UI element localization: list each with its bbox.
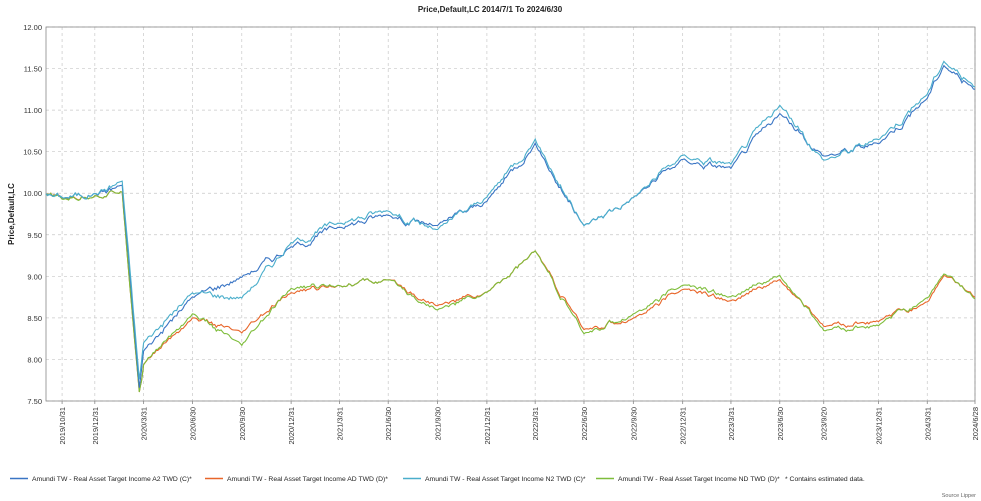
x-tick-label: 2020/3/31 <box>140 407 149 440</box>
x-tick-label: 2020/12/31 <box>287 407 296 445</box>
x-tick-label: 2021/3/31 <box>335 407 344 440</box>
x-tick-label: 2019/12/31 <box>91 407 100 445</box>
x-tick-label: 2023/9/20 <box>820 407 829 440</box>
legend-entry: Amundi TW - Real Asset Target Income N2 … <box>425 476 586 483</box>
y-tick-label: 8.50 <box>27 314 42 323</box>
y-tick-label: 10.50 <box>23 148 42 157</box>
y-axis-label: Price,Default,LC <box>7 183 16 245</box>
estimated-data-note: * Contains estimated data. <box>785 476 865 483</box>
y-tick-label: 12.00 <box>23 23 42 32</box>
series-line-1 <box>45 189 976 393</box>
legend-entry: Amundi TW - Real Asset Target Income A2 … <box>32 476 192 483</box>
x-tick-label: 2020/6/30 <box>188 407 197 440</box>
y-tick-label: 11.00 <box>24 106 42 115</box>
chart-title: Price,Default,LC 2014/7/1 To 2024/6/30 <box>418 5 563 14</box>
x-tick-label: 2021/12/31 <box>483 407 492 445</box>
x-tick-label: 2023/3/31 <box>727 407 736 440</box>
x-tick-label: 2019/10/31 <box>58 407 67 445</box>
legend: Amundi TW - Real Asset Target Income A2 … <box>10 476 780 483</box>
y-tick-label: 7.50 <box>27 397 42 406</box>
series-line-0 <box>45 64 976 388</box>
y-tick-label: 11.50 <box>24 65 42 74</box>
x-tick-label: 2023/12/31 <box>874 407 883 445</box>
x-tick-label: 2021/9/30 <box>434 407 443 440</box>
x-tick-label: 2021/6/30 <box>384 407 393 440</box>
x-tick-label: 2023/6/30 <box>776 407 785 440</box>
plot-frame <box>45 26 976 402</box>
x-tick-label: 2022/6/30 <box>580 407 589 440</box>
y-axis-ticks: 12.00 11.50 11.00 10.50 10.00 9.50 9.00 8.50 8.0… <box>23 23 42 406</box>
x-axis-ticks: 2019/10/31 2019/12/31 2020/3/31 2020/6/30 20… <box>58 401 980 445</box>
x-tick-label: 2020/9/30 <box>238 407 247 440</box>
y-tick-label: 9.00 <box>27 272 42 281</box>
x-tick-label: 2024/3/31 <box>923 407 932 440</box>
x-tick-label: 2022/12/31 <box>679 407 688 445</box>
legend-entry: Amundi TW - Real Asset Target Income AD … <box>227 476 388 483</box>
source-note: Source Lipper <box>942 493 976 499</box>
x-tick-label: 2024/6/28 <box>971 407 980 440</box>
x-tick-label: 2022/3/31 <box>531 407 540 440</box>
series-lines <box>45 60 976 393</box>
legend-entry: Amundi TW - Real Asset Target Income ND … <box>618 476 780 483</box>
y-tick-label: 8.00 <box>27 355 42 364</box>
y-tick-label: 10.00 <box>23 189 42 198</box>
grid-lines <box>46 26 976 402</box>
series-line-3 <box>45 189 976 393</box>
y-tick-label: 9.50 <box>27 231 42 240</box>
x-tick-label: 2022/9/30 <box>629 407 638 440</box>
series-line-2 <box>45 60 976 380</box>
